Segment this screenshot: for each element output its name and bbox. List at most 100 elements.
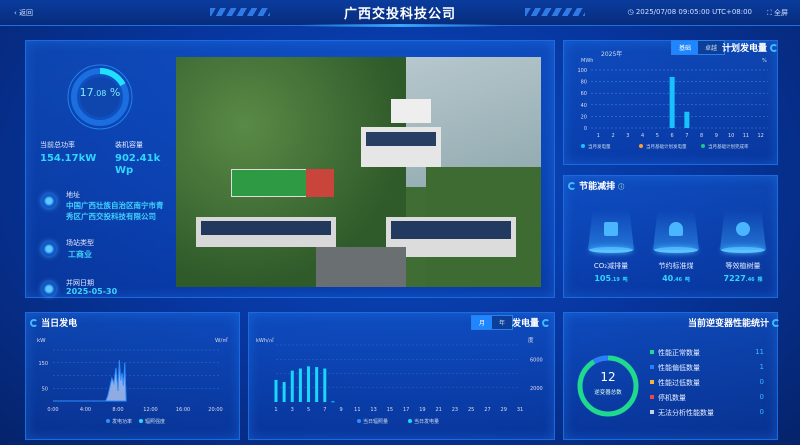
coal-cart-icon: [669, 222, 683, 236]
x-tick-label: 25: [468, 407, 474, 413]
legend-label: 当月基础计划完成率: [708, 143, 749, 150]
stat-count: 0: [759, 393, 764, 401]
legend-dot: [408, 419, 412, 423]
x-tick-label: 8:00: [112, 407, 123, 413]
bar: [298, 368, 302, 402]
eco-value: 7227.46 棵: [723, 274, 763, 283]
tab-year[interactable]: 年: [492, 316, 513, 329]
y-tick-label: 40: [581, 103, 587, 109]
stat-label: 性能正常数量: [658, 349, 700, 357]
bar: [684, 111, 690, 128]
inverter-stat-row: 无法分析性能数量 0: [650, 408, 770, 418]
x-tick-label: 2: [612, 133, 615, 139]
eco-title: 节能减排 ⓘ: [568, 179, 624, 192]
monthly-tabs: 月 年: [471, 315, 514, 330]
factory-icon: [604, 222, 618, 236]
tab-month[interactable]: 月: [472, 316, 493, 329]
fullscreen-label: 全屏: [774, 9, 788, 17]
eco-label: 等效植树量: [725, 262, 761, 270]
status-dot: [650, 350, 654, 354]
daily-title: 当日发电: [30, 316, 77, 329]
y2-axis-label: 度: [528, 336, 534, 344]
fullscreen-icon: ⛶: [766, 9, 772, 17]
monthly-title: 发电量: [512, 316, 551, 329]
x-tick-label: 17: [403, 407, 409, 413]
stat-count: 1: [759, 363, 764, 371]
bar: [331, 401, 335, 403]
x-tick-label: 10: [728, 133, 734, 139]
x-tick-label: 0:00: [47, 407, 58, 413]
back-label: 返回: [19, 9, 34, 17]
inverter-total-label: 逆变器总数: [594, 390, 622, 396]
x-tick-label: 11: [743, 133, 749, 139]
eco-value: 105.19 吨: [594, 274, 628, 283]
x-tick-label: 3: [626, 133, 629, 139]
status-dot: [650, 395, 654, 399]
status-dot: [650, 365, 654, 369]
decor-stripes: [525, 8, 585, 16]
x-tick-label: 1: [597, 133, 600, 139]
x-tick-label: 4:00: [80, 407, 91, 413]
x-tick-label: 6: [671, 133, 674, 139]
status-dot: [650, 410, 654, 414]
datetime: ◷ 2025/07/08 09:05:00 UTC+08:00: [628, 8, 753, 16]
x-tick-label: 23: [452, 407, 458, 413]
y-tick-label: 50: [42, 386, 48, 392]
legend-label: 发电功率: [112, 418, 132, 425]
legend-dot: [581, 144, 585, 148]
y-tick-label: 20: [581, 114, 587, 120]
x-tick-label: 12: [757, 133, 763, 139]
stat-label: 性能过低数量: [658, 379, 700, 387]
ring-icon: [568, 182, 576, 190]
eco-label: CO₂减排量: [593, 262, 629, 270]
power-label: 当前总功率: [40, 141, 75, 149]
installed-capacity: 装机容量 902.41kWp: [115, 140, 169, 177]
x-tick-label: 21: [435, 407, 441, 413]
bar: [315, 367, 319, 402]
x-tick-label: 5: [656, 133, 659, 139]
inverter-stat-row: 停机数量 0: [650, 393, 770, 403]
y-tick-label: 150: [38, 361, 48, 367]
help-icon[interactable]: ⓘ: [618, 184, 625, 191]
legend-label: 辐照强度: [145, 418, 165, 425]
x-tick-label: 12:00: [143, 407, 157, 413]
plan-title: 计划发电量: [722, 41, 779, 54]
y2-axis-label: %: [762, 58, 767, 64]
current-power: 当前总功率 154.17kW: [40, 140, 102, 165]
ring-icon: [30, 319, 38, 327]
x-tick-label: 13: [370, 407, 376, 413]
capacity-label: 装机容量: [115, 141, 143, 149]
legend-label: 当月基础计划发电量: [646, 143, 687, 150]
station-aerial-photo: [176, 57, 541, 287]
bar: [282, 382, 286, 402]
bar: [669, 76, 675, 128]
ring-icon: [542, 319, 551, 327]
y-tick-label: 0: [584, 126, 587, 132]
capacity-value: 902.41kWp: [115, 153, 161, 176]
stat-count: 11: [755, 348, 764, 356]
x-tick-label: 5: [307, 407, 310, 413]
title-underline: [300, 24, 500, 27]
x-tick-label: 3: [291, 407, 294, 413]
inverter-title: 当前逆变器性能统计: [688, 316, 781, 329]
inverter-total: 12: [600, 370, 616, 384]
clock-icon: ◷: [627, 8, 634, 16]
x-tick-label: 15: [387, 407, 393, 413]
x-tick-label: 27: [484, 407, 490, 413]
x-tick-label: 8: [700, 133, 703, 139]
stat-label: 无法分析性能数量: [658, 409, 714, 417]
type-value: 工商业: [68, 250, 92, 259]
bar: [274, 379, 278, 402]
back-button[interactable]: ‹ 返回: [14, 9, 34, 17]
x-tick-label: 11: [354, 407, 360, 413]
fullscreen-button[interactable]: ⛶ 全屏: [767, 8, 788, 18]
tab-excellent[interactable]: 卓越: [698, 41, 725, 54]
legend-label: 当日辐照量: [363, 418, 388, 425]
calendar-icon: [42, 282, 56, 296]
bar: [323, 368, 327, 402]
x-tick-label: 9: [339, 407, 342, 413]
tab-basic[interactable]: 基础: [672, 41, 699, 54]
x-tick-label: 7: [323, 407, 326, 413]
eco-label: 节约标准煤: [658, 262, 694, 270]
